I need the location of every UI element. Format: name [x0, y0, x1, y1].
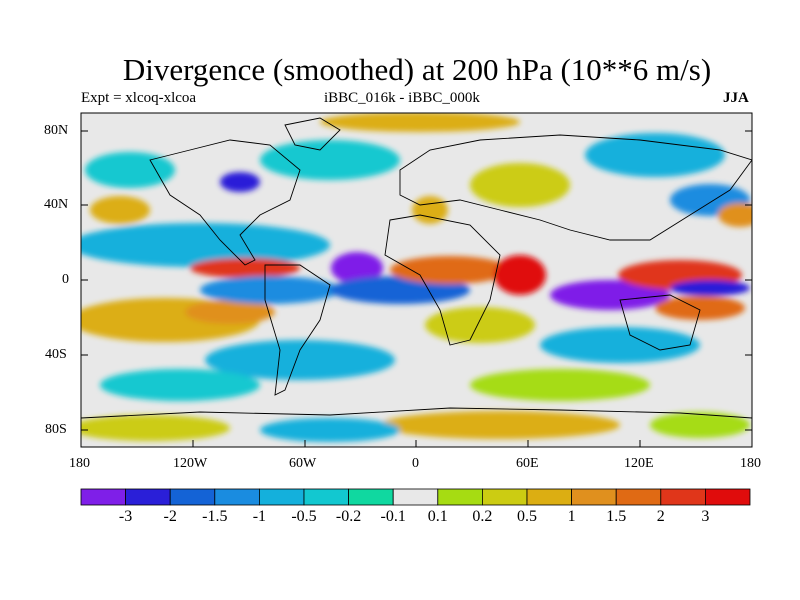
lon-label: 180 [740, 456, 761, 471]
field-region [425, 307, 535, 343]
field-region [470, 369, 650, 401]
field-region [331, 252, 383, 284]
colorbar-label: -2 [163, 508, 177, 525]
difference-label: iBBC_016k - iBBC_000k [324, 90, 480, 106]
lat-label: 80N [44, 123, 69, 138]
colorbar-label: 3 [701, 508, 710, 525]
field-region [185, 300, 275, 324]
antarctica-outline [81, 407, 752, 419]
colorbar [80, 488, 751, 506]
colorbar-swatch [705, 488, 751, 506]
field-region [100, 369, 260, 401]
field-region [585, 133, 725, 177]
colorbar-swatch [392, 488, 439, 506]
field-region [470, 163, 570, 207]
colorbar-label: 2 [656, 508, 665, 525]
divergence-field [81, 113, 752, 447]
field-region [390, 256, 510, 284]
field-region [220, 172, 260, 192]
field-region [260, 140, 400, 180]
colorbar-label: -1 [252, 508, 267, 525]
colorbar-label: 1 [567, 508, 576, 525]
lat-label: 40S [45, 347, 67, 362]
colorbar-swatch [125, 488, 171, 506]
colorbar-swatch [437, 488, 483, 506]
lon-label: 120W [173, 456, 208, 471]
colorbar-swatch [481, 488, 528, 506]
lat-label: 40N [44, 197, 69, 212]
colorbar-swatch [169, 488, 216, 506]
colorbar-label: 1.5 [606, 508, 627, 525]
field-region [200, 276, 340, 304]
greenland-outline [284, 117, 341, 151]
colorbar-label: 0.5 [517, 508, 537, 525]
page-title: Divergence (smoothed) at 200 hPa (10**6 … [122, 52, 712, 87]
coastlines [81, 117, 752, 419]
lon-label: 180 [69, 456, 90, 471]
field-region [670, 280, 750, 296]
colorbar-swatch [214, 488, 260, 506]
field-region [260, 418, 400, 442]
south-america-outline [264, 264, 331, 396]
colorbar-swatch [80, 488, 126, 506]
colorbar-swatch [258, 488, 305, 506]
field-region [81, 415, 230, 441]
lon-label: 60W [289, 456, 317, 471]
field-region [85, 152, 175, 188]
field-region [90, 196, 150, 224]
field-region [650, 412, 750, 438]
field-region [494, 255, 546, 295]
lon-label: 0 [412, 456, 419, 471]
colorbar-label: -0.1 [380, 508, 406, 525]
season-label: JJA [723, 90, 749, 106]
colorbar-label: 0.2 [472, 508, 493, 525]
eurasia-outline [399, 134, 752, 241]
lat-label: 80S [45, 422, 67, 437]
north-america-outline [149, 139, 301, 266]
field-region [718, 203, 752, 227]
field-region [81, 223, 330, 267]
field-region [540, 327, 700, 363]
field-region [320, 113, 520, 132]
lat-label: 0 [62, 272, 69, 287]
field-region [205, 340, 395, 380]
colorbar-label: -3 [118, 508, 133, 525]
colorbar-swatch [348, 488, 394, 506]
lon-label: 120E [624, 456, 654, 471]
field-region [550, 280, 670, 310]
colorbar-label: -0.5 [291, 508, 317, 525]
lon-label: 60E [516, 456, 539, 471]
australia-outline [619, 294, 701, 351]
axis-ticks [80, 130, 753, 447]
field-region [380, 411, 620, 439]
colorbar-label: -1.5 [202, 508, 228, 525]
field-region [190, 258, 300, 278]
experiment-label: Expt = xlcoq-xlcoa [81, 90, 197, 106]
colorbar-swatch [615, 488, 662, 506]
africa-outline [384, 214, 501, 346]
colorbar-swatch [303, 488, 349, 506]
field-region [655, 296, 745, 320]
colorbar-swatch [571, 488, 617, 506]
colorbar-swatch [660, 488, 706, 506]
colorbar-label: 0.1 [427, 508, 448, 525]
colorbar-label: -0.2 [335, 508, 362, 525]
colorbar-swatch [526, 488, 572, 506]
